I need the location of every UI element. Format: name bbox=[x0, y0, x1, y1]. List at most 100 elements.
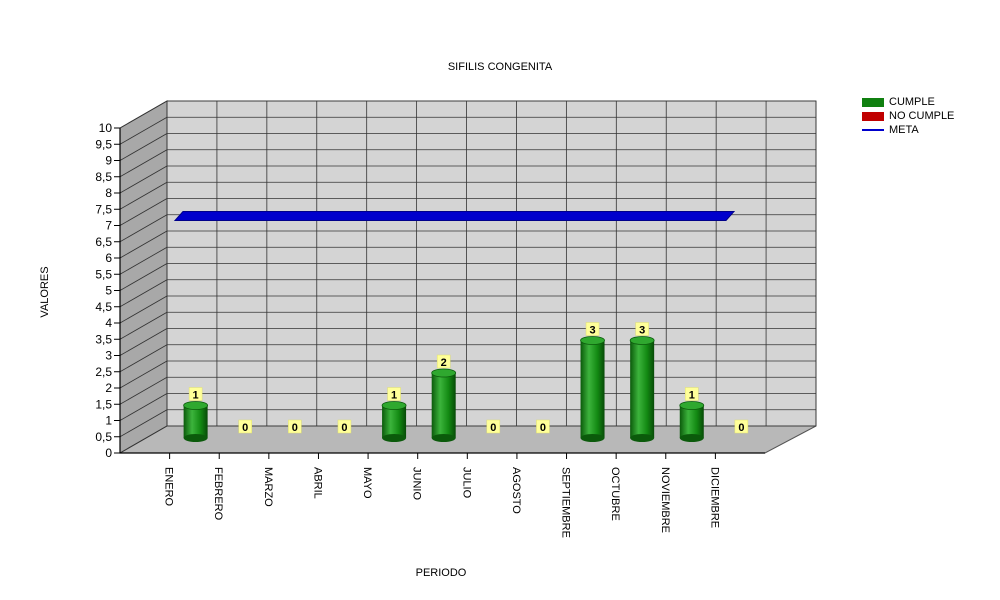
bar-top bbox=[381, 401, 407, 410]
bar-top bbox=[431, 368, 457, 378]
bar-base bbox=[431, 434, 456, 442]
data-label: 0 bbox=[738, 422, 744, 434]
gridline-left bbox=[119, 149, 168, 178]
bar-base bbox=[679, 434, 704, 442]
data-label: 3 bbox=[639, 325, 645, 337]
gridline-left bbox=[119, 360, 168, 389]
data-label: 1 bbox=[391, 390, 397, 402]
y-tick-label: 5 bbox=[105, 284, 112, 298]
y-tick-label: 10 bbox=[99, 121, 113, 135]
bar-base bbox=[630, 434, 655, 442]
y-tick-label: 0 bbox=[105, 446, 112, 460]
y-tick-label: 0,5 bbox=[95, 430, 112, 444]
x-tick-label: DICIEMBRE bbox=[708, 467, 720, 528]
y-axis-title: VALORES bbox=[39, 266, 51, 317]
y-tick-label: 9,5 bbox=[95, 137, 112, 151]
data-label-box bbox=[585, 322, 600, 336]
data-label-box bbox=[536, 419, 550, 434]
data-label: 2 bbox=[441, 357, 447, 369]
gridline-left bbox=[119, 425, 168, 454]
data-label: 0 bbox=[341, 422, 347, 434]
gridline-left bbox=[119, 328, 168, 356]
gridline-left bbox=[119, 214, 168, 243]
y-tick-label: 5,5 bbox=[95, 267, 112, 281]
y-tick-label: 1,5 bbox=[95, 397, 112, 411]
bar-base bbox=[382, 434, 407, 442]
data-label: 3 bbox=[589, 325, 595, 337]
y-tick-label: 8,5 bbox=[95, 170, 112, 184]
floor bbox=[118, 425, 817, 454]
gridline-left bbox=[119, 133, 168, 161]
y-tick-label: 7,5 bbox=[95, 202, 112, 216]
gridline-left bbox=[119, 376, 168, 405]
data-label-box bbox=[486, 419, 501, 434]
meta-line bbox=[173, 211, 736, 221]
bar-top bbox=[183, 401, 209, 410]
bar-top bbox=[580, 336, 605, 345]
legend: CUMPLE NO CUMPLE META bbox=[862, 95, 954, 137]
legend-swatch-cumple bbox=[862, 97, 884, 107]
legend-item-cumple: CUMPLE bbox=[862, 95, 954, 109]
legend-item-meta: META bbox=[862, 123, 954, 137]
bar-cumple bbox=[431, 373, 456, 438]
legend-swatch-no-cumple bbox=[862, 111, 884, 121]
gridline-left bbox=[119, 393, 168, 421]
data-label: 0 bbox=[540, 422, 546, 434]
y-tick-label: 8 bbox=[105, 186, 112, 200]
bar-cumple bbox=[679, 405, 704, 438]
data-label: 1 bbox=[193, 390, 199, 402]
data-label-box bbox=[635, 322, 649, 336]
x-tick-label: OCTUBRE bbox=[609, 467, 621, 521]
data-label-box bbox=[238, 419, 252, 434]
y-tick-label: 4,5 bbox=[95, 300, 112, 314]
gridline-left bbox=[119, 181, 168, 210]
y-tick-label: 2 bbox=[105, 381, 112, 395]
gridline-left bbox=[119, 165, 168, 194]
bar-top bbox=[629, 336, 655, 345]
data-label-box bbox=[288, 419, 302, 434]
data-label-box bbox=[734, 419, 749, 434]
y-tick-label: 1 bbox=[105, 414, 112, 428]
chart-title: SIFILIS CONGENITA bbox=[448, 61, 553, 73]
data-label-box bbox=[188, 387, 203, 401]
y-tick-label: 6 bbox=[105, 251, 112, 265]
bar-cumple bbox=[382, 405, 407, 438]
legend-item-no-cumple: NO CUMPLE bbox=[862, 109, 954, 123]
bar-base bbox=[580, 434, 605, 442]
gridline-left bbox=[119, 230, 168, 259]
x-tick-label: JULIO bbox=[460, 467, 472, 499]
x-tick-label: MARZO bbox=[262, 467, 274, 507]
x-tick-label: JUNIO bbox=[411, 467, 423, 500]
gridline-left bbox=[119, 246, 168, 275]
gridline-left bbox=[119, 344, 168, 373]
y-tick-label: 3,5 bbox=[95, 332, 112, 346]
bar-base bbox=[183, 434, 208, 442]
gridline-left bbox=[119, 295, 168, 324]
bar-cumple bbox=[183, 405, 208, 438]
gridline-left bbox=[119, 263, 168, 291]
gridline-left bbox=[119, 198, 168, 226]
gridline-left bbox=[119, 279, 168, 308]
gridline-left bbox=[119, 409, 168, 438]
gridline-left bbox=[119, 100, 168, 129]
x-tick-label: ABRIL bbox=[311, 467, 323, 499]
bar-cumple bbox=[630, 340, 655, 438]
x-tick-label: AGOSTO bbox=[510, 467, 522, 514]
gridline-left bbox=[119, 116, 168, 145]
data-label-box bbox=[387, 387, 401, 401]
y-tick-label: 6,5 bbox=[95, 235, 112, 249]
x-axis-title: PERIODO bbox=[416, 567, 467, 579]
legend-label-no-cumple: NO CUMPLE bbox=[889, 110, 955, 122]
data-label-box bbox=[685, 387, 699, 401]
x-tick-label: FEBRERO bbox=[212, 467, 224, 521]
data-label-box bbox=[337, 419, 352, 434]
bar-cumple bbox=[580, 340, 605, 438]
legend-label-cumple: CUMPLE bbox=[889, 96, 935, 108]
y-tick-label: 9 bbox=[105, 154, 112, 168]
x-tick-label: MAYO bbox=[361, 467, 373, 499]
y-tick-label: 3 bbox=[105, 349, 112, 363]
y-tick-label: 2,5 bbox=[95, 365, 112, 379]
data-label: 0 bbox=[242, 422, 248, 434]
gridline-left bbox=[119, 311, 168, 340]
